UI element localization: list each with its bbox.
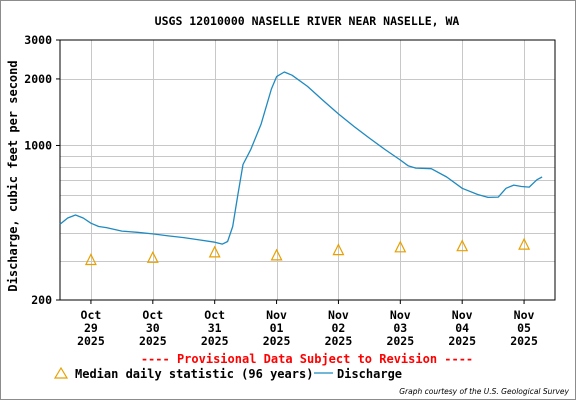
median-legend-label: Median daily statistic (96 years) xyxy=(75,367,313,381)
y-axis-ticks: 3000 2000 1000 200 xyxy=(24,33,60,307)
credit-text: Graph courtesy of the U.S. Geological Su… xyxy=(399,387,569,396)
x-tick-label: 2025 xyxy=(325,334,353,348)
x-tick-label: 02 xyxy=(332,321,346,335)
series-layer xyxy=(59,71,543,266)
median-point-marker xyxy=(456,239,469,252)
discharge-line xyxy=(59,71,543,245)
grid-lines xyxy=(60,40,555,300)
x-tick-label: 2025 xyxy=(510,334,538,348)
x-tick-label: 2025 xyxy=(201,334,229,348)
y-tick-label: 2000 xyxy=(24,72,52,86)
median-point-marker xyxy=(146,250,159,263)
x-tick-label: Oct xyxy=(204,308,225,322)
x-tick-label: Oct xyxy=(81,308,102,322)
x-tick-label: Nov xyxy=(452,308,473,322)
median-point-marker xyxy=(394,240,407,253)
legend: Median daily statistic (96 years) Discha… xyxy=(53,366,402,381)
x-tick-label: 2025 xyxy=(139,334,167,348)
median-point-marker xyxy=(84,253,97,266)
x-tick-label: 30 xyxy=(146,321,160,335)
x-tick-label: Oct xyxy=(142,308,163,322)
median-point-marker xyxy=(518,237,531,250)
x-tick-label: Nov xyxy=(390,308,411,322)
median-point-marker xyxy=(270,248,283,261)
x-tick-label: 01 xyxy=(270,321,284,335)
x-tick-label: Nov xyxy=(328,308,349,322)
y-tick-label: 3000 xyxy=(24,33,52,47)
x-tick-label: 2025 xyxy=(77,334,105,348)
x-tick-label: 05 xyxy=(517,321,531,335)
x-axis-ticks: Oct292025Oct302025Oct312025Nov012025Nov0… xyxy=(77,300,538,348)
x-tick-label: 2025 xyxy=(386,334,414,348)
median-point-marker xyxy=(332,243,345,256)
x-tick-label: 31 xyxy=(208,321,222,335)
x-tick-label: 2025 xyxy=(263,334,291,348)
x-tick-label: 04 xyxy=(455,321,469,335)
discharge-legend-label: Discharge xyxy=(337,367,402,381)
plot-frame xyxy=(59,39,556,301)
x-tick-label: 2025 xyxy=(448,334,476,348)
x-tick-label: 29 xyxy=(84,321,98,335)
x-tick-label: Nov xyxy=(266,308,287,322)
median-point-marker xyxy=(208,245,221,258)
median-legend-icon xyxy=(53,366,69,379)
y-tick-label: 1000 xyxy=(24,138,52,152)
y-axis-title: Discharge, cubic feet per second xyxy=(6,60,20,291)
y-tick-label: 200 xyxy=(31,293,52,307)
chart-title: USGS 12010000 NASELLE RIVER NEAR NASELLE… xyxy=(155,14,460,28)
x-tick-label: Nov xyxy=(514,308,535,322)
provisional-note: ---- Provisional Data Subject to Revisio… xyxy=(141,352,473,366)
x-tick-label: 03 xyxy=(393,321,407,335)
